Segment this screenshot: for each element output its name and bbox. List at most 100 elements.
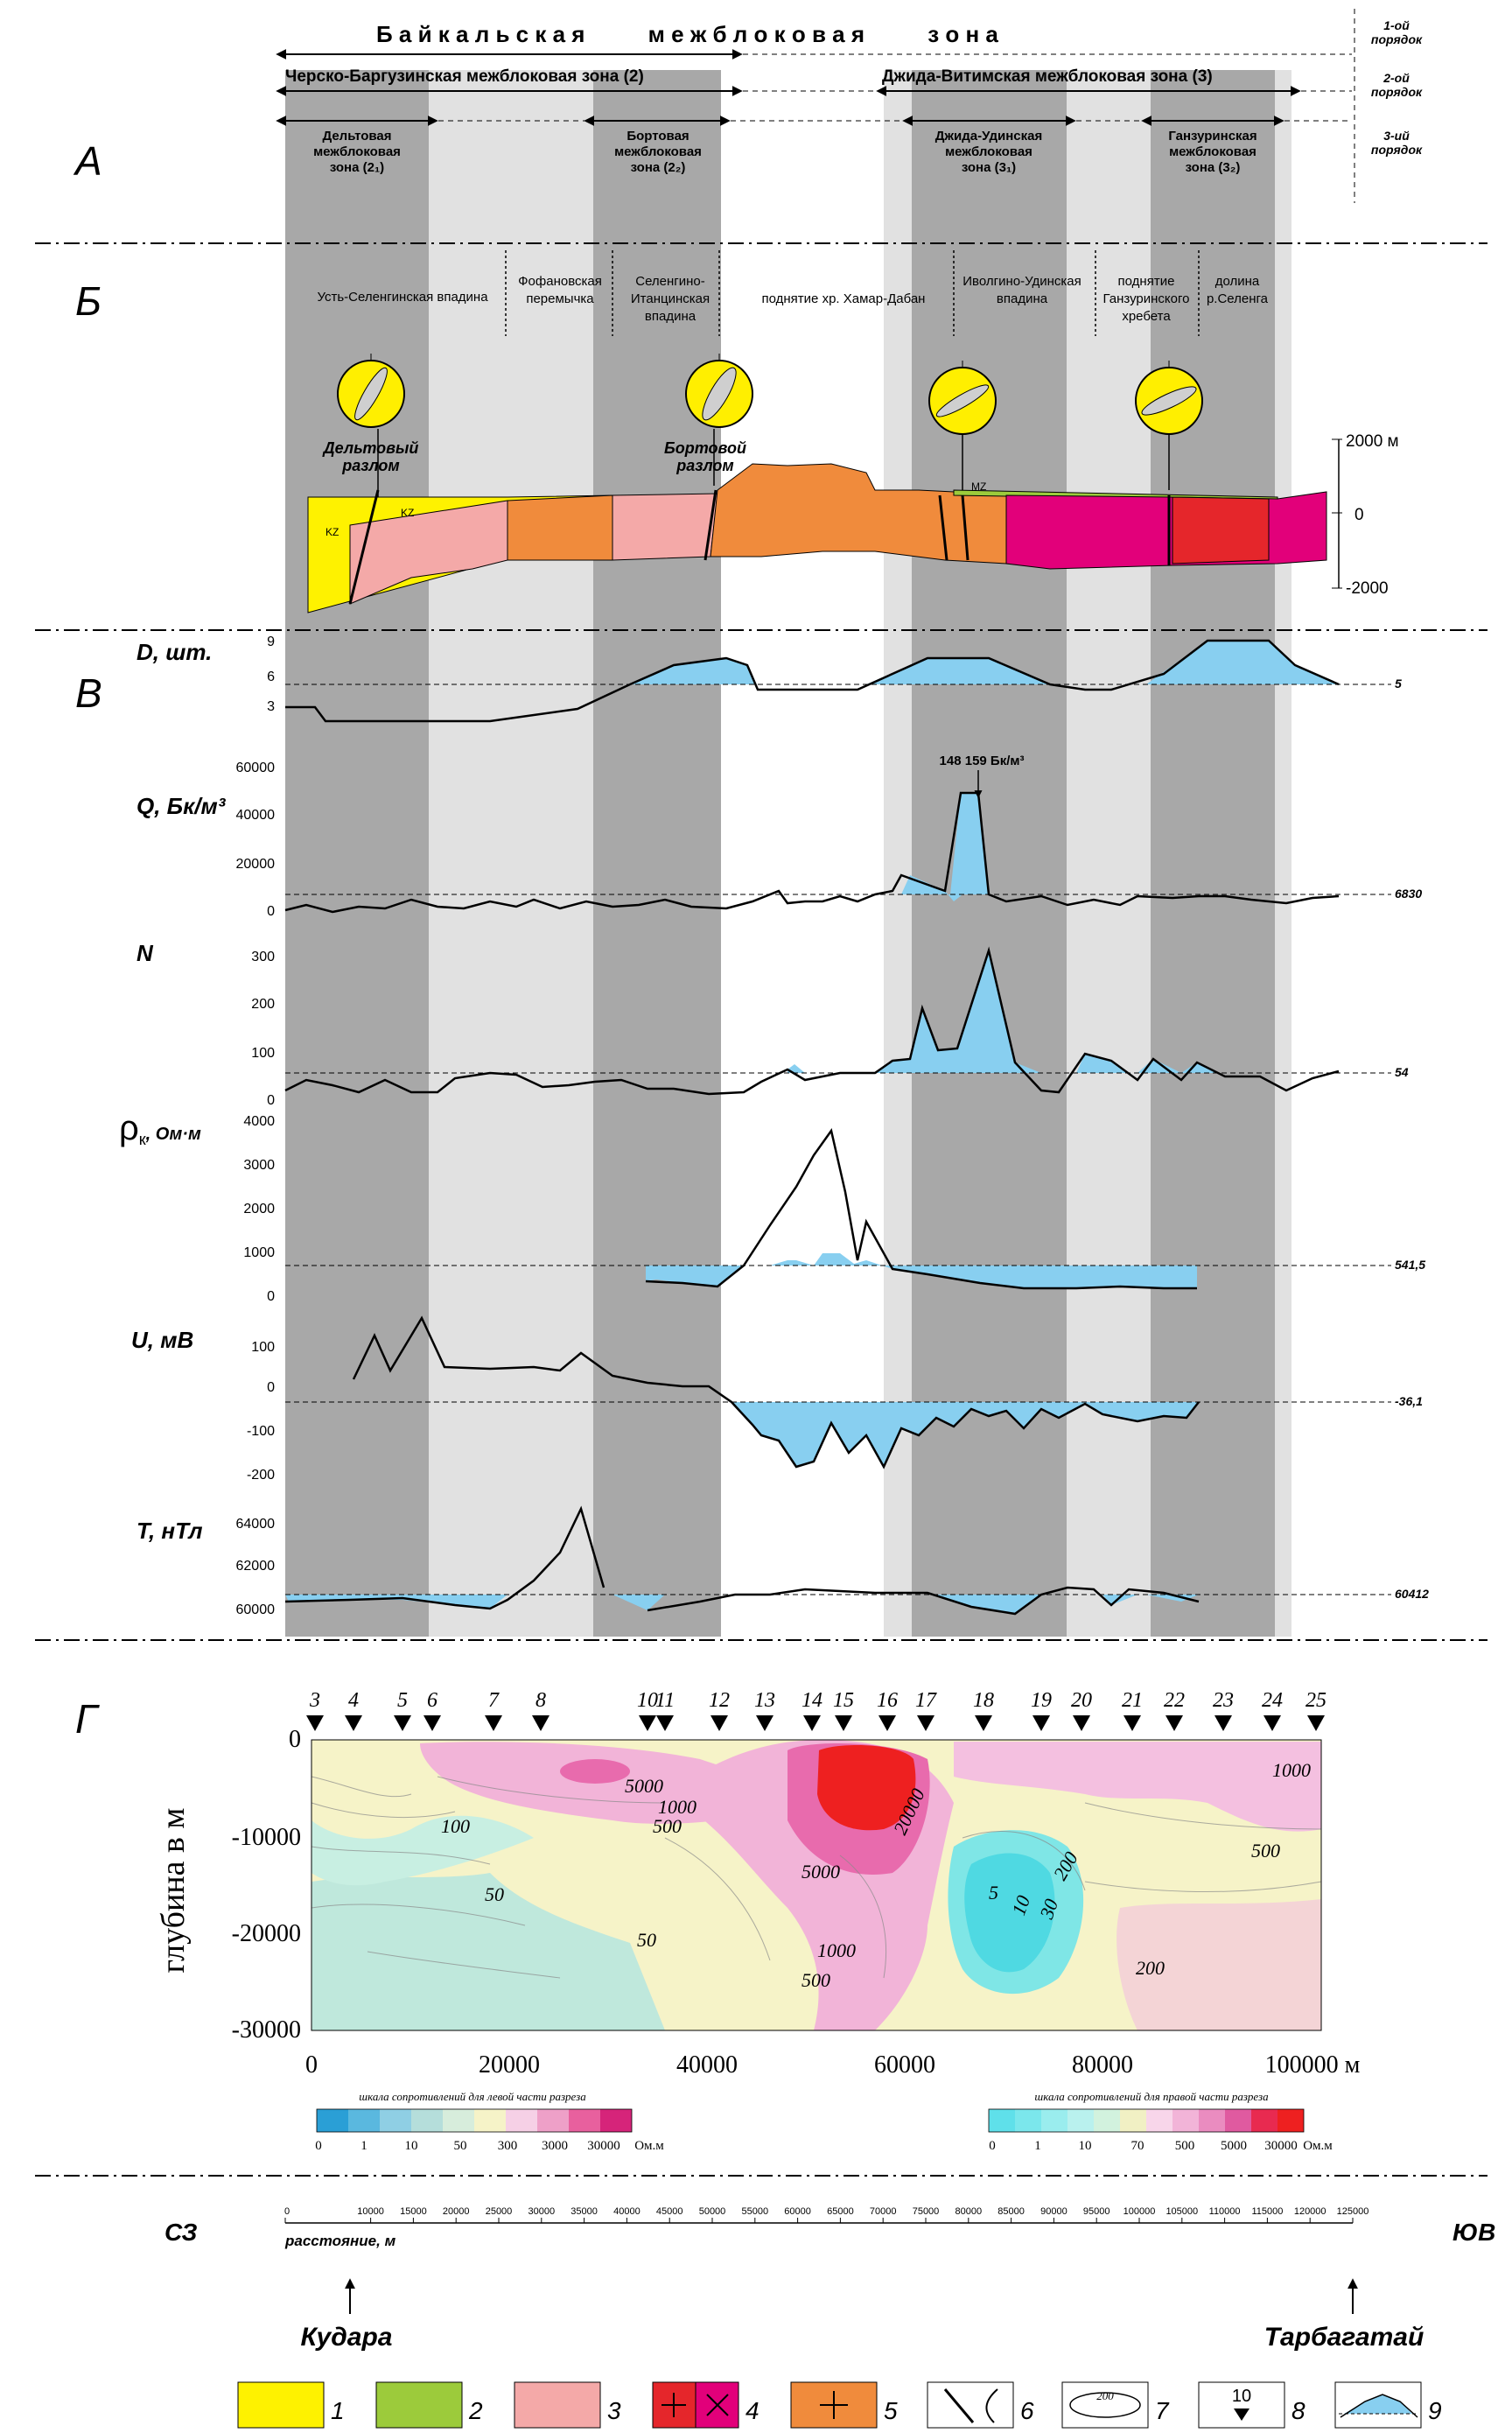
elev-mid: 0 (1354, 506, 1364, 524)
distance-tick-100000: 100000 (1124, 2206, 1156, 2217)
distance-tick-80000: 80000 (956, 2206, 983, 2217)
unit-red (1172, 496, 1270, 564)
res-xtick-2: 40000 (676, 2051, 738, 2079)
n-ref: 54 (1395, 1065, 1409, 1079)
elev-top: 2000 м (1346, 432, 1399, 451)
zone3-2-l3: зона (2₂) (631, 160, 686, 175)
unit-pink-2 (612, 493, 718, 561)
station-label-25: 25 (1306, 1689, 1326, 1712)
res-xtick-4: 80000 (1072, 2051, 1133, 2079)
distance-tick-95000: 95000 (1083, 2206, 1110, 2217)
label-kz-2: KZ (401, 507, 414, 519)
q-ref: 6830 (1395, 887, 1422, 901)
graph-r-unit: , Ом·м (145, 1125, 201, 1144)
station-marker-icon (975, 1715, 992, 1731)
n-tick-300: 300 (251, 950, 275, 964)
station-label-17: 17 (915, 1689, 937, 1712)
n-fill-4 (1138, 1059, 1181, 1073)
res-xtick-5: 100000 м (1265, 2051, 1361, 2079)
res-pink-lowerright (1116, 1899, 1321, 2030)
scale-left-unit: Ом.м (634, 2139, 664, 2153)
scale-right: шкала сопротивлений для правой части раз… (988, 2090, 1333, 2153)
distance-tick-10000: 10000 (357, 2206, 384, 2217)
section-g: Г (75, 1696, 100, 1742)
station-label-10: 10 (637, 1689, 658, 1712)
distance-tick-85000: 85000 (998, 2206, 1025, 2217)
t-curve-left (284, 1505, 606, 1610)
structure-2a: Фофановская (518, 274, 602, 289)
zone-bands (285, 70, 1292, 1637)
section-b: Б (75, 278, 102, 324)
contour-50-b: 50 (637, 1929, 656, 1951)
station-label-6: 6 (427, 1689, 438, 1712)
t-ref: 60412 (1395, 1587, 1429, 1601)
station-label-12: 12 (709, 1689, 730, 1712)
contour-200-b: 200 (1136, 1957, 1165, 1979)
stereonets (337, 354, 1203, 497)
contour-5000-a: 5000 (625, 1775, 663, 1797)
scale-right-10: 10 (1079, 2139, 1092, 2153)
station-label-8: 8 (536, 1689, 546, 1712)
zone2-right-title: Джида-Витимская межблоковая зона (3) (882, 67, 1213, 86)
distance-tick-125000: 125000 (1337, 2206, 1369, 2217)
legend-7-swatch: 200 (1061, 2381, 1149, 2429)
n-fill-2 (875, 950, 1041, 1073)
order-labels: 1-ой порядок 2-ой порядок 3-ий порядок (1354, 9, 1423, 203)
legend-8-swatch: 10 (1198, 2381, 1285, 2429)
contour-500-a: 500 (653, 1815, 682, 1837)
town-kudara: Кудара (301, 2323, 393, 2352)
label-mz: MZ (971, 480, 986, 493)
station-marker-icon (639, 1715, 656, 1731)
nw-label: СЗ (164, 2219, 198, 2246)
u-tick-0: 0 (267, 1380, 275, 1395)
legend-1: 1 (331, 2397, 345, 2424)
station-label-15: 15 (833, 1689, 854, 1712)
r-fill (646, 1253, 1197, 1288)
station-label-11: 11 (655, 1689, 675, 1712)
contour-5000-b: 5000 (802, 1861, 840, 1883)
order-2-l2: порядок (1371, 85, 1423, 99)
t-curve-right (647, 1586, 1200, 1616)
distance-tick-105000: 105000 (1166, 2206, 1198, 2217)
station-marker-icon (1264, 1715, 1281, 1731)
section-separators (35, 242, 1488, 2177)
legend-5-swatch (790, 2381, 878, 2429)
station-marker-icon (306, 1715, 324, 1731)
res-cyan-right-inner (964, 1853, 1055, 1973)
distance-tick-120000: 120000 (1294, 2206, 1326, 2217)
section-v: В (75, 670, 102, 716)
distance-axis: СЗ ЮВ 0 10000 15000 20000 25000 30000 35000 400… (164, 2206, 1495, 2352)
graph-r-label: ρк, Ом·м (119, 1109, 201, 1148)
d-fill-1 (630, 658, 754, 684)
structure-4: поднятие хр. Хамар-Дабан (762, 291, 926, 306)
structure-7a: долина (1215, 274, 1260, 289)
distance-tick-40000: 40000 (613, 2206, 640, 2217)
u-tick--100: -100 (247, 1424, 275, 1439)
r-tick-2000: 2000 (243, 1202, 275, 1216)
res-pink-blob (560, 1759, 630, 1784)
contour-1000-c: 1000 (1272, 1759, 1311, 1781)
station-marker-icon (1124, 1715, 1141, 1731)
station-marker-icon (917, 1715, 934, 1731)
t-fill-1 (285, 1595, 508, 1609)
q-curve (284, 791, 1340, 914)
header-zone-2: Черско-Баргузинская межблоковая зона (2)… (276, 67, 1352, 96)
distance-tick-35000: 35000 (570, 2206, 598, 2217)
u-tick--200: -200 (247, 1468, 275, 1483)
station-label-13: 13 (754, 1689, 775, 1712)
d-tick-3: 3 (267, 699, 275, 714)
contour-50-a: 50 (485, 1883, 504, 1905)
res-ytick-3: -30000 (232, 2016, 301, 2044)
graph-r-sym: ρ (119, 1109, 139, 1147)
stereonet-1 (337, 354, 405, 428)
stereonet-2 (685, 354, 753, 428)
order-3-l2: порядок (1371, 143, 1423, 157)
station-marker-icon (803, 1715, 821, 1731)
zone3-1-l2: межблоковая (313, 144, 401, 159)
q-tick-60000: 60000 (236, 761, 276, 775)
unit-magenta (1005, 491, 1327, 570)
t-fill-3 (936, 1595, 1041, 1614)
res-red-core (817, 1745, 916, 1831)
distance-tick-55000: 55000 (742, 2206, 769, 2217)
distance-tick-25000: 25000 (486, 2206, 513, 2217)
